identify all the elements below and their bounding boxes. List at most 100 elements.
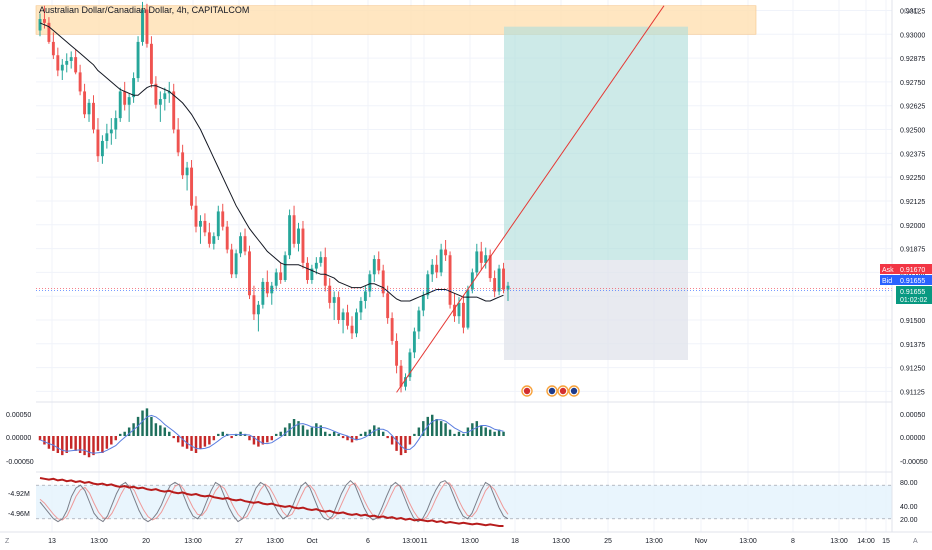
candle[interactable] (92, 95, 95, 134)
candle[interactable] (199, 215, 202, 244)
candle[interactable] (426, 270, 430, 300)
ca-flag-icon[interactable] (521, 385, 533, 397)
candle[interactable] (154, 76, 158, 109)
candle[interactable] (493, 270, 497, 298)
candle[interactable] (172, 83, 176, 134)
candle[interactable] (484, 247, 488, 269)
candle[interactable] (337, 291, 341, 324)
candle[interactable] (279, 262, 283, 284)
candle[interactable] (38, 13, 42, 37)
candle[interactable] (310, 264, 314, 284)
candle[interactable] (435, 255, 439, 279)
candle[interactable] (488, 249, 492, 282)
candle[interactable] (230, 243, 234, 279)
candle[interactable] (466, 285, 470, 330)
candle[interactable] (417, 306, 421, 340)
candle[interactable] (506, 281, 510, 301)
candle[interactable] (265, 270, 269, 298)
candle[interactable] (399, 360, 403, 393)
candle[interactable] (372, 255, 376, 282)
candle[interactable] (292, 205, 296, 248)
candle[interactable] (243, 228, 247, 256)
candle[interactable] (83, 83, 87, 119)
candle[interactable] (216, 205, 220, 240)
candle[interactable] (283, 251, 287, 282)
candle[interactable] (332, 291, 336, 320)
candle[interactable] (149, 36, 153, 88)
candle[interactable] (145, 3, 149, 48)
candle[interactable] (381, 264, 385, 298)
candle[interactable] (314, 257, 318, 275)
candle[interactable] (448, 251, 452, 309)
candle[interactable] (212, 232, 216, 250)
candle[interactable] (261, 278, 265, 309)
candle[interactable] (274, 268, 278, 290)
candle[interactable] (96, 118, 100, 162)
candle[interactable] (65, 53, 69, 73)
candle[interactable] (479, 241, 483, 271)
candle[interactable] (461, 295, 465, 334)
candle[interactable] (194, 196, 198, 233)
candle[interactable] (363, 285, 367, 309)
candle[interactable] (323, 247, 327, 292)
candle[interactable] (114, 110, 118, 140)
candle[interactable] (328, 278, 332, 309)
macd-pane[interactable] (36, 401, 892, 458)
candle[interactable] (181, 144, 185, 180)
candle[interactable] (176, 118, 180, 157)
ca-flag-icon[interactable] (557, 385, 569, 397)
candle[interactable] (252, 285, 256, 320)
candle[interactable] (319, 251, 323, 267)
events-layer[interactable] (521, 385, 580, 397)
candle[interactable] (100, 135, 104, 164)
candle[interactable] (118, 87, 122, 122)
candle[interactable] (132, 72, 136, 103)
candle[interactable] (408, 348, 412, 381)
candle[interactable] (497, 264, 501, 296)
candle[interactable] (256, 300, 260, 332)
candle[interactable] (430, 259, 434, 282)
candle[interactable] (239, 232, 243, 258)
candles-layer[interactable] (38, 1, 510, 393)
candle[interactable] (185, 161, 189, 191)
candle[interactable] (136, 36, 140, 82)
candle[interactable] (346, 304, 349, 330)
candle[interactable] (167, 81, 171, 103)
candle[interactable] (475, 243, 479, 277)
candle[interactable] (47, 17, 51, 44)
candle[interactable] (439, 243, 443, 277)
candle[interactable] (359, 297, 363, 320)
candle[interactable] (51, 32, 55, 60)
candle[interactable] (470, 268, 474, 294)
candle[interactable] (69, 51, 73, 69)
candle[interactable] (60, 59, 64, 80)
candle[interactable] (377, 251, 381, 275)
au-flag-icon[interactable] (568, 385, 580, 397)
candle[interactable] (78, 64, 82, 96)
candle[interactable] (355, 308, 358, 338)
candle[interactable] (221, 203, 225, 231)
candle[interactable] (404, 373, 407, 391)
candle[interactable] (141, 1, 144, 46)
candle[interactable] (297, 222, 300, 252)
candle[interactable] (288, 209, 292, 260)
candle[interactable] (305, 257, 309, 284)
candle[interactable] (390, 312, 394, 345)
candle[interactable] (341, 308, 345, 334)
candle[interactable] (386, 285, 390, 324)
candle[interactable] (207, 222, 211, 248)
candle[interactable] (350, 316, 354, 340)
candle[interactable] (163, 87, 167, 111)
candle[interactable] (127, 93, 131, 122)
au-flag-icon[interactable] (546, 385, 558, 397)
candle[interactable] (502, 262, 505, 294)
candle[interactable] (158, 91, 162, 122)
stochastic-pane[interactable] (36, 471, 892, 527)
candle[interactable] (203, 213, 207, 237)
candle[interactable] (56, 47, 60, 77)
candle[interactable] (453, 293, 456, 322)
candle[interactable] (190, 160, 193, 210)
auto-scale-button[interactable]: A (913, 538, 918, 545)
candle[interactable] (225, 220, 229, 254)
